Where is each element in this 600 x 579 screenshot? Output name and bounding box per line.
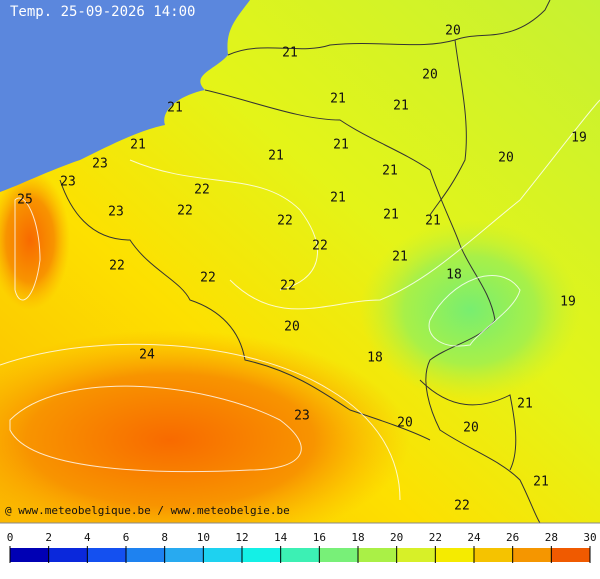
temperature-label: 18	[367, 351, 383, 366]
temperature-label: 23	[294, 409, 310, 424]
legend-tick-label: 4	[84, 531, 91, 544]
temperature-label: 21	[383, 208, 399, 223]
temperature-label: 22	[280, 279, 296, 294]
temperature-label: 21	[167, 101, 183, 116]
temperature-label: 22	[312, 239, 328, 254]
temperature-label: 22	[454, 499, 470, 514]
color-legend: 0 2 4 6 8 10 12 14 16 18 20 22 24 26 28 30	[0, 522, 600, 575]
temperature-label: 22	[194, 183, 210, 198]
legend-swatch	[10, 548, 49, 562]
temperature-label: 24	[139, 348, 155, 363]
temperature-label: 22	[109, 259, 125, 274]
legend-tick-label: 12	[235, 531, 248, 544]
temperature-label: 21	[130, 138, 146, 153]
legend-tick-label: 18	[351, 531, 364, 544]
temperature-label: 19	[560, 295, 576, 310]
temperature-label: 21	[533, 475, 549, 490]
temperature-label: 21	[333, 138, 349, 153]
legend-tick-label: 14	[274, 531, 288, 544]
legend-tick-label: 22	[429, 531, 442, 544]
borders	[59, 0, 551, 524]
temperature-label: 20	[422, 68, 438, 83]
temperature-label: 20	[463, 421, 479, 436]
temperature-label: 22	[200, 271, 216, 286]
temperature-label: 20	[284, 320, 300, 335]
temperature-label: 23	[60, 175, 76, 190]
temperature-label: 21	[392, 250, 408, 265]
credit: @ www.meteobelgique.be / www.meteobelgie…	[5, 504, 290, 517]
legend-tick-label: 6	[123, 531, 130, 544]
cool-area	[360, 220, 580, 400]
temperature-label: 25	[17, 193, 33, 208]
legend-tick-label: 20	[390, 531, 403, 544]
temperature-label: 20	[498, 151, 514, 166]
legend-tick-label: 24	[467, 531, 481, 544]
legend-swatch	[48, 548, 88, 562]
legend-swatch	[551, 548, 590, 562]
legend-swatch	[396, 548, 436, 562]
map-area	[0, 0, 600, 550]
legend-tick-label: 10	[197, 531, 210, 544]
legend-swatch	[358, 548, 397, 562]
map-title: Temp. 25-09-2026 14:00	[10, 4, 195, 20]
legend-swatch	[319, 548, 358, 562]
isotherms	[0, 99, 600, 501]
temperature-label: 21	[393, 99, 409, 114]
legend-swatch	[512, 548, 552, 562]
legend-tick-label: 16	[313, 531, 326, 544]
temperature-label: 23	[92, 157, 108, 172]
warm-area	[0, 170, 70, 310]
legend-tick-label: 30	[583, 531, 596, 544]
temperature-label: 21	[268, 149, 284, 164]
temperature-label: 22	[177, 204, 193, 219]
temperature-label: 18	[446, 268, 462, 283]
legend-swatch	[280, 548, 320, 562]
legend-tick-label: 2	[45, 531, 52, 544]
temperature-label: 22	[277, 214, 293, 229]
warm-area	[0, 330, 410, 550]
temperature-label: 19	[571, 131, 587, 146]
temperature-label: 21	[517, 397, 533, 412]
legend-tick-label: 28	[545, 531, 558, 544]
temperature-label: 21	[282, 46, 298, 61]
temperature-label: 21	[382, 164, 398, 179]
legend-swatch	[126, 548, 165, 562]
temperature-label: 21	[330, 92, 346, 107]
temperature-label: 20	[397, 416, 413, 431]
temperature-label: 20	[445, 24, 461, 39]
legend-swatch	[87, 548, 126, 562]
sea	[0, 0, 250, 192]
temperature-label: 21	[330, 191, 346, 206]
legend-swatch	[203, 548, 242, 562]
legend-swatch	[474, 548, 513, 562]
legend-tick-label: 8	[161, 531, 168, 544]
temperature-labels: 21 20 20 21 21 21 21 21 21 21 20 19 23 23 25 22 23 22 21 21…	[17, 24, 587, 514]
legend-swatch	[242, 548, 281, 562]
temperature-label: 23	[108, 205, 124, 220]
legend-swatch	[164, 548, 204, 562]
legend-tick-label: 26	[506, 531, 519, 544]
temperature-label: 21	[425, 214, 441, 229]
legend-tick-label: 0	[7, 531, 14, 544]
legend-swatch	[435, 548, 474, 562]
